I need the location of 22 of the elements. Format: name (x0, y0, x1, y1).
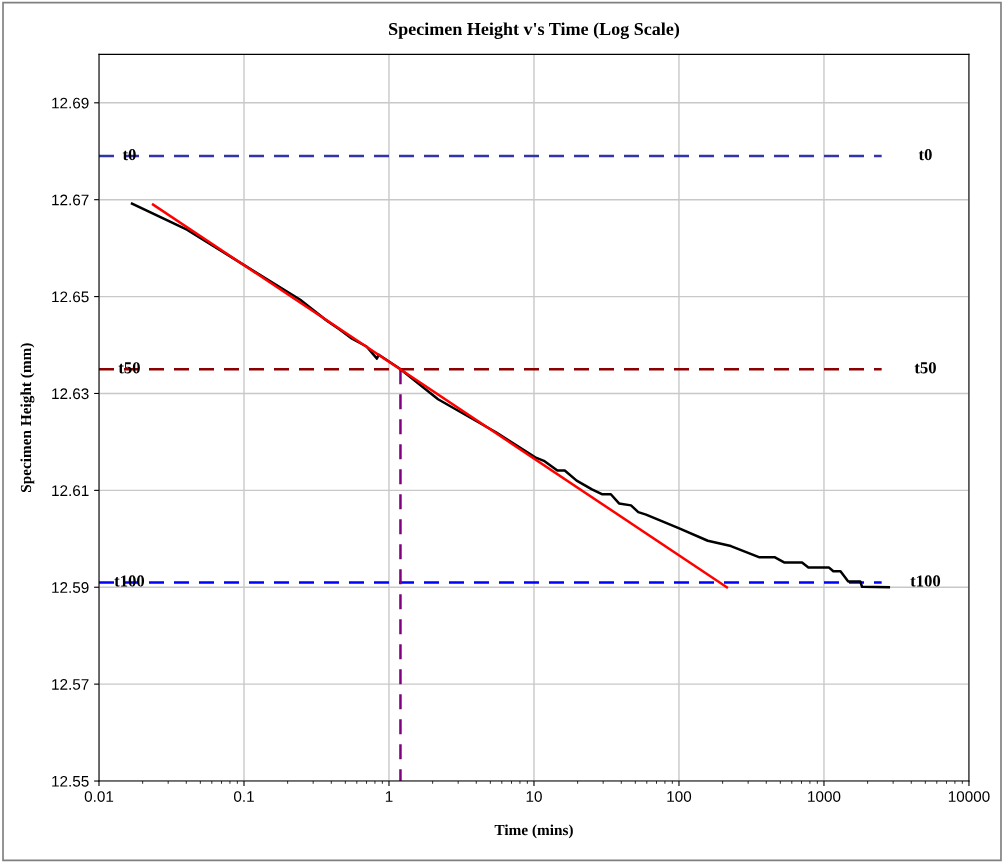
y-tick-label: 12.55 (52, 775, 89, 787)
y-tick-label: 12.57 (52, 679, 89, 690)
text: t50 (914, 362, 936, 374)
y-tick-label: 12.65 (52, 291, 89, 303)
x-tick-label: 0.01 (84, 791, 114, 802)
x-tick-label: 10 (526, 791, 542, 802)
y-axis-title: Specimen Height (mm) (20, 343, 35, 492)
y-tick-label: 12.63 (52, 388, 89, 400)
x-tick-label: 1000 (808, 791, 841, 802)
text: t100 (910, 575, 941, 587)
chart-title: Specimen Height v's Time (Log Scale) (389, 22, 680, 39)
series-label: t100 (114, 575, 145, 587)
y-tick-label: 12.69 (52, 97, 89, 109)
y-tick-label: 12.61 (52, 485, 89, 497)
x-tick-label: 100 (667, 791, 692, 802)
y-tick-label: 12.59 (52, 582, 89, 593)
x-tick-label: 0.1 (233, 791, 254, 802)
text: t0 (918, 149, 932, 161)
x-tick-label: 1 (385, 791, 393, 802)
x-tick-label: 10000 (948, 791, 990, 802)
x-axis-title: Time (mins) (494, 824, 573, 839)
y-tick-label: 12.67 (52, 194, 89, 206)
